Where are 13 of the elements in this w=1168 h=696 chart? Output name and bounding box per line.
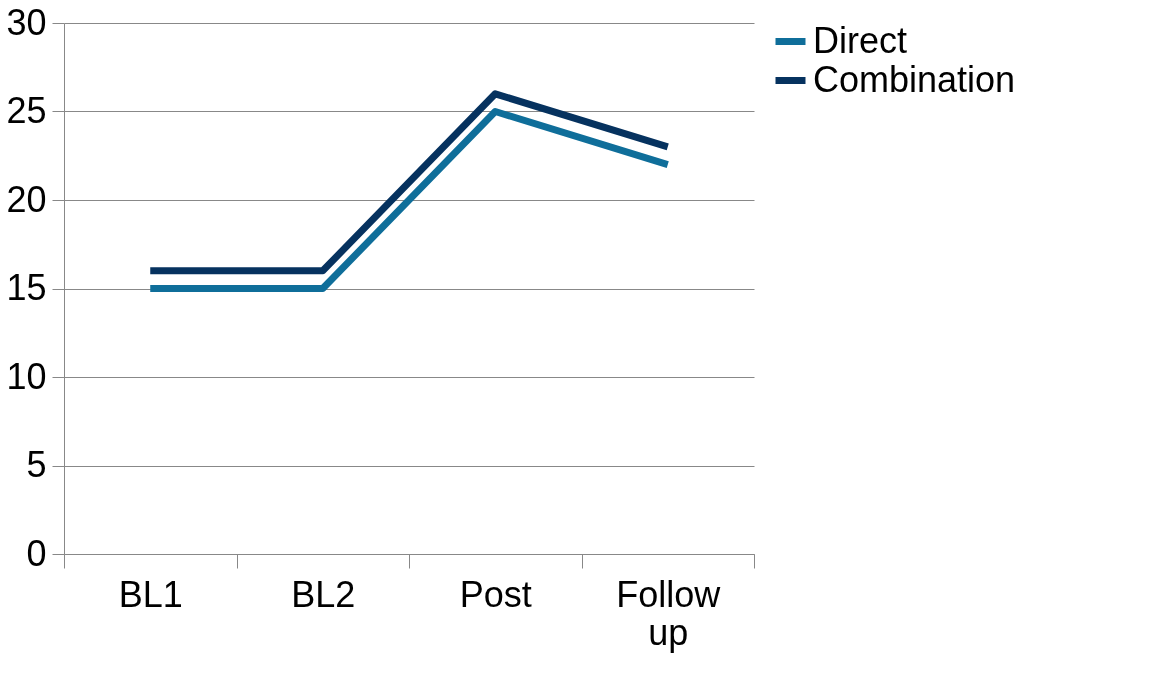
x-tick-label: Follow up [616, 573, 722, 653]
y-tick-label: 10 [6, 355, 47, 397]
x-tick-label: BL1 [118, 573, 183, 615]
x-tick-label: Post [459, 573, 532, 615]
y-tick-label: 0 [26, 532, 47, 574]
y-tick-label: 5 [26, 444, 47, 485]
y-tick-label: 20 [6, 178, 47, 220]
legend-label: Direct [813, 19, 908, 61]
y-tick-label: 30 [6, 1, 47, 43]
legend-label: Combination [813, 58, 1016, 100]
y-tick-label: 15 [6, 267, 47, 308]
x-tick-label: BL2 [291, 573, 356, 615]
y-tick-label: 25 [6, 90, 47, 131]
